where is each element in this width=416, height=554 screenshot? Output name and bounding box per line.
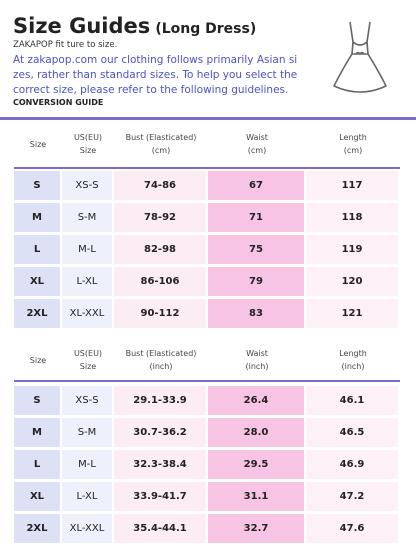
intro-line: At zakapop.com our clothing follows prim… (13, 54, 298, 66)
header-rule (14, 380, 400, 382)
header-line: (inch) (245, 362, 269, 371)
table-cell: 28.0 (208, 418, 304, 447)
table-cell: L-XL (62, 482, 112, 511)
table-cell: L (14, 235, 60, 264)
table-cell: 2XL (14, 299, 60, 328)
table-cell: L (14, 450, 60, 479)
table-cell: XL-XXL (62, 514, 112, 543)
table-cell: 90-112 (114, 299, 206, 328)
table-cell: 86-106 (114, 267, 206, 296)
table-cell: M (14, 203, 60, 232)
table-cell: 46.5 (306, 418, 398, 447)
table-cell: S-M (62, 203, 112, 232)
header-line: (inch) (341, 362, 365, 371)
header-rule (14, 167, 400, 169)
table-cell: 119 (306, 235, 398, 264)
table-cell: 75 (208, 235, 304, 264)
table-cell: 118 (306, 203, 398, 232)
intro: At zakapop.com our clothing follows prim… (13, 53, 297, 98)
header-line: Waist (246, 349, 268, 358)
intro-line: zes, rather than standard sizes. To help… (13, 69, 298, 81)
title: Size Guides (13, 14, 151, 38)
table-cell: 32.7 (208, 514, 304, 543)
header-line: (cm) (151, 146, 171, 155)
header-line: Bust (Elasticated) (125, 133, 197, 142)
table-cell: 47.6 (306, 514, 398, 543)
table-cell: XL-XXL (62, 299, 112, 328)
header-line: Bust (Elasticated) (125, 349, 197, 358)
table-cell: 47.2 (306, 482, 398, 511)
table-cell: M-L (62, 450, 112, 479)
table-cell: 117 (306, 171, 398, 200)
table-cell: 71 (208, 203, 304, 232)
column-header: US(EU) Size (62, 125, 114, 163)
header-line: (cm) (343, 146, 363, 155)
subtitle: (Long Dress) (155, 21, 257, 37)
tagline: ZAKAPOP fit ture to size. (13, 40, 118, 50)
header-line: Size (29, 139, 47, 149)
table-cell: 74-86 (114, 171, 206, 200)
table-cell: S-M (62, 418, 112, 447)
column-header: Waist (cm) (208, 125, 306, 163)
header-line: US(EU) (73, 133, 103, 142)
column-header: Length (inch) (306, 341, 400, 379)
table-cell: 121 (306, 299, 398, 328)
column-header: Length (cm) (306, 125, 400, 163)
table-cell: 32.3-38.4 (114, 450, 206, 479)
table-cell: S (14, 386, 60, 415)
table-cell: 29.5 (208, 450, 304, 479)
table-cell: 46.1 (306, 386, 398, 415)
table-cell: M-L (62, 235, 112, 264)
table-cell: S (14, 171, 60, 200)
table-cell: XL (14, 267, 60, 296)
table-cell: 30.7-36.2 (114, 418, 206, 447)
table-cell: 26.4 (208, 386, 304, 415)
header-line: US(EU) (73, 349, 103, 358)
table-cell: 2XL (14, 514, 60, 543)
table-cell: 35.4-44.1 (114, 514, 206, 543)
intro-line: correct size, please refer to the follow… (13, 84, 289, 96)
table-cell: 78-92 (114, 203, 206, 232)
header-line: (cm) (247, 146, 267, 155)
table-cell: L-XL (62, 267, 112, 296)
title-row: Size Guides (Long Dress) (13, 14, 256, 38)
table-cell: 33.9-41.7 (114, 482, 206, 511)
table-cell: XS-S (62, 386, 112, 415)
divider (0, 117, 416, 120)
column-header: Size (14, 341, 62, 379)
table-cell: 83 (208, 299, 304, 328)
header-line: Waist (246, 133, 268, 142)
header-line: Length (339, 349, 367, 358)
header-line: (inch) (149, 362, 173, 371)
table-cell: 79 (208, 267, 304, 296)
table-cell: 29.1-33.9 (114, 386, 206, 415)
header-line: Size (79, 362, 97, 371)
dress-icon (333, 21, 387, 93)
column-header: Size (14, 125, 62, 163)
table-cell: XS-S (62, 171, 112, 200)
table-cell: XL (14, 482, 60, 511)
table-cell: 31.1 (208, 482, 304, 511)
column-header: Bust (Elasticated) (inch) (114, 341, 208, 379)
header-line: Size (79, 146, 97, 155)
table-cell: 82-98 (114, 235, 206, 264)
header-line: Size (29, 355, 47, 365)
column-header: Bust (Elasticated) (cm) (114, 125, 208, 163)
table-cell: 120 (306, 267, 398, 296)
table-cell: 67 (208, 171, 304, 200)
section-label: CONVERSION GUIDE (13, 98, 104, 107)
header-line: Length (339, 133, 367, 142)
table-cell: M (14, 418, 60, 447)
column-header: US(EU) Size (62, 341, 114, 379)
column-header: Waist (inch) (208, 341, 306, 379)
table-cell: 46.9 (306, 450, 398, 479)
